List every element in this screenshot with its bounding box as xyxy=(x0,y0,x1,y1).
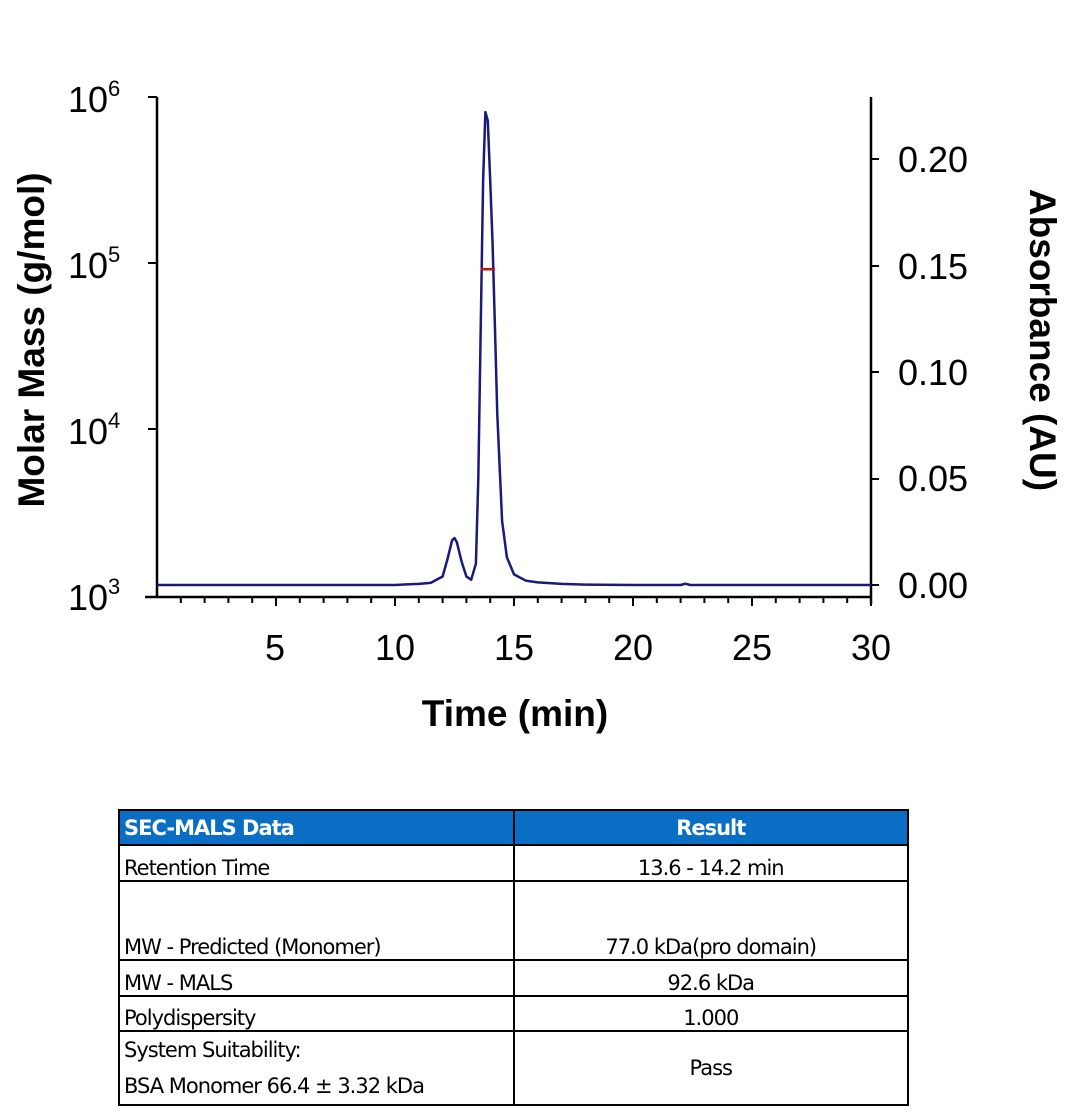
left-tick-1e5: 105 xyxy=(68,242,120,286)
header-result: Result xyxy=(512,809,909,846)
header-sec-mals-data: SEC-MALS Data xyxy=(118,809,515,846)
left-y-ticks xyxy=(148,96,157,598)
right-y-tick-labels: 0.20 0.15 0.10 0.05 0.00 xyxy=(898,139,968,606)
row-value-mw-mals: 92.6 kDa xyxy=(512,959,909,997)
bsa-monomer-label: BSA Monomer 66.4 ± 3.32 kDa xyxy=(124,1074,425,1098)
left-tick-1e4: 104 xyxy=(68,408,120,452)
x-ticks xyxy=(179,597,872,606)
sec-mals-results-table: SEC-MALS Data Result Retention Time 13.6… xyxy=(118,809,909,1106)
row-label-retention-time: Retention Time xyxy=(118,844,515,882)
x-tick-labels: 5 10 15 20 25 30 xyxy=(265,627,891,668)
left-y-axis-title: Molar Mass (g/mol) xyxy=(11,172,52,507)
system-suitability-label: System Suitability: xyxy=(124,1038,302,1062)
row-value-polydispersity: 1.000 xyxy=(512,995,909,1032)
x-tick-30: 30 xyxy=(851,627,891,668)
x-axis-title: Time (min) xyxy=(422,693,608,734)
table-row: MW - MALS 92.6 kDa xyxy=(118,959,909,997)
x-tick-20: 20 xyxy=(613,627,653,668)
right-tick-0-20: 0.20 xyxy=(898,139,968,180)
absorbance-trace xyxy=(157,110,871,587)
x-tick-15: 15 xyxy=(494,627,534,668)
right-tick-0-00: 0.00 xyxy=(898,565,968,606)
row-value-retention-time: 13.6 - 14.2 min xyxy=(512,844,909,882)
table-row: MW - Predicted (Monomer) 77.0 kDa(pro do… xyxy=(118,880,909,961)
right-y-ticks xyxy=(871,158,879,586)
right-y-axis-title: Absorbance (AU) xyxy=(1022,189,1063,491)
x-tick-5: 5 xyxy=(265,627,285,668)
axes xyxy=(145,97,873,604)
right-tick-0-15: 0.15 xyxy=(898,246,968,287)
row-label-system-suitability: System Suitability: BSA Monomer 66.4 ± 3… xyxy=(118,1030,515,1106)
table-row: Retention Time 13.6 - 14.2 min xyxy=(118,844,909,882)
right-tick-0-05: 0.05 xyxy=(898,458,968,499)
left-tick-1e3: 103 xyxy=(68,574,120,618)
row-label-mw-predicted: MW - Predicted (Monomer) xyxy=(118,880,515,961)
x-tick-10: 10 xyxy=(375,627,415,668)
row-value-system-suitability: Pass xyxy=(512,1030,909,1106)
sec-mals-chart: 106 105 104 103 0.20 0.15 0.10 0.05 0.00… xyxy=(11,76,1063,734)
row-label-polydispersity: Polydispersity xyxy=(118,995,515,1032)
x-tick-25: 25 xyxy=(732,627,772,668)
left-tick-1e6: 106 xyxy=(68,76,120,120)
right-tick-0-10: 0.10 xyxy=(898,352,968,393)
left-y-tick-labels: 106 105 104 103 xyxy=(68,76,120,618)
table-row: Polydispersity 1.000 xyxy=(118,995,909,1032)
table-row: System Suitability: BSA Monomer 66.4 ± 3… xyxy=(118,1030,909,1106)
row-value-mw-predicted: 77.0 kDa(pro domain) xyxy=(512,880,909,961)
row-label-mw-mals: MW - MALS xyxy=(118,959,515,997)
